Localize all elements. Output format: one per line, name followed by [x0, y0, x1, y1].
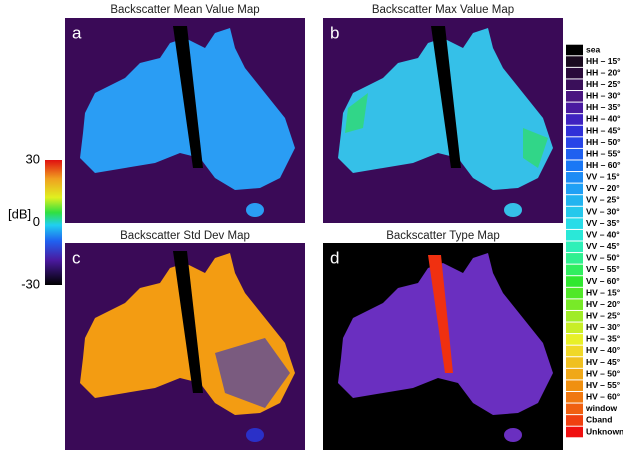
legend-label: HV – 40° — [586, 345, 621, 355]
legend-swatch — [566, 149, 583, 160]
map-panel — [65, 243, 305, 450]
legend-swatch — [566, 288, 583, 299]
legend-label: HV – 60° — [586, 392, 621, 402]
legend-label: HH – 40° — [586, 114, 621, 124]
legend-swatch — [566, 103, 583, 114]
legend-swatch — [566, 172, 583, 183]
map-panel — [65, 18, 305, 223]
panel-title: Backscatter Max Value Map — [372, 4, 514, 16]
legend-label: HV – 45° — [586, 357, 621, 367]
legend-swatch — [566, 79, 583, 90]
legend-swatch — [566, 91, 583, 102]
legend-label: window — [585, 403, 618, 413]
legend-swatch — [566, 357, 583, 368]
figure: Backscatter Mean Value Map Backscatter M… — [0, 0, 623, 453]
legend-swatch — [566, 311, 583, 322]
legend-swatch — [566, 230, 583, 241]
legend-swatch — [566, 207, 583, 218]
legend-swatch — [566, 380, 583, 391]
legend-label: VV – 25° — [586, 195, 620, 205]
legend-swatch — [566, 160, 583, 171]
legend-label: VV – 60° — [586, 276, 620, 286]
legend-label: VV – 45° — [586, 241, 620, 251]
legend-swatch — [566, 126, 583, 137]
legend-label: VV – 20° — [586, 183, 620, 193]
legend-swatch — [566, 392, 583, 403]
legend-label: Unknown — [586, 426, 623, 436]
panel-letter: a — [72, 23, 82, 42]
colorbar — [45, 160, 62, 285]
map-panel — [323, 18, 563, 223]
legend-label: HH – 45° — [586, 125, 621, 135]
legend-label: HH – 30° — [586, 91, 621, 101]
legend-swatch — [566, 346, 583, 357]
legend-label: HH – 50° — [586, 137, 621, 147]
legend-label: HH – 15° — [586, 56, 621, 66]
legend-swatch — [566, 195, 583, 206]
legend-label: HH – 35° — [586, 102, 621, 112]
legend-label: VV – 30° — [586, 206, 620, 216]
panel-letter: b — [330, 23, 339, 42]
legend-label: Cband — [586, 415, 612, 425]
legend-swatch — [566, 404, 583, 415]
panel-title: Backscatter Mean Value Map — [110, 4, 259, 16]
legend-label: HV – 55° — [586, 380, 621, 390]
legend-label: VV – 40° — [586, 229, 620, 239]
legend-label: HV – 35° — [586, 334, 621, 344]
colorbar-tick-label: -30 — [21, 276, 40, 291]
legend-label: VV – 15° — [586, 172, 620, 182]
legend-swatch — [566, 184, 583, 195]
legend-swatch — [566, 276, 583, 287]
legend-swatch — [566, 299, 583, 310]
legend-swatch — [566, 265, 583, 276]
legend-swatch — [566, 137, 583, 148]
legend-label: HH – 25° — [586, 79, 621, 89]
legend-swatch — [566, 415, 583, 426]
legend-label: HH – 55° — [586, 148, 621, 158]
colorbar-tick-label: 0 — [33, 214, 40, 229]
panel-letter: d — [330, 248, 339, 267]
panel-title: Backscatter Std Dev Map — [120, 230, 250, 242]
legend-swatch — [566, 68, 583, 79]
legend-swatch — [566, 114, 583, 125]
legend-label: HV – 50° — [586, 368, 621, 378]
legend-swatch — [566, 369, 583, 380]
legend-swatch — [566, 45, 583, 56]
legend-label: HV – 30° — [586, 322, 621, 332]
map-panel — [323, 243, 563, 450]
legend-swatch — [566, 323, 583, 334]
legend-label: VV – 35° — [586, 218, 620, 228]
panel-letter: c — [72, 248, 81, 267]
colorbar-ticks: 30 0 -30 — [21, 151, 40, 291]
legend-swatch — [566, 253, 583, 264]
legend-label: HV – 15° — [586, 287, 621, 297]
legend-swatch — [566, 56, 583, 67]
legend-label: VV – 55° — [586, 264, 620, 274]
legend-label: HV – 20° — [586, 299, 621, 309]
legend-swatch — [566, 242, 583, 253]
colorbar-tick-label: 30 — [26, 151, 40, 166]
panel-title: Backscatter Type Map — [386, 230, 500, 242]
legend-swatch — [566, 218, 583, 229]
legend-swatch — [566, 427, 583, 438]
legend-label: HV – 25° — [586, 310, 621, 320]
colorbar-unit: [dB] — [8, 206, 31, 221]
legend-label: sea — [586, 44, 600, 54]
legend-swatch — [566, 334, 583, 345]
legend-label: HH – 20° — [586, 67, 621, 77]
legend-label: VV – 50° — [586, 253, 620, 263]
legend-label: HH – 60° — [586, 160, 621, 170]
